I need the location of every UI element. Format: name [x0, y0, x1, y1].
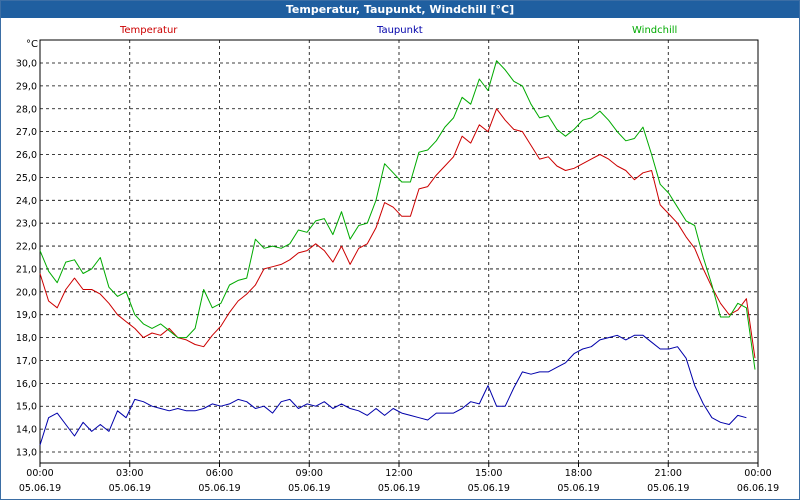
- x-tick-date: 05.06.19: [468, 483, 510, 494]
- y-tick-label: 29,0: [16, 81, 37, 92]
- y-tick-label: 26,0: [16, 150, 37, 161]
- y-tick-label: 16,0: [16, 379, 37, 390]
- y-tick-label: 22,0: [16, 242, 37, 253]
- y-tick-label: 13,0: [16, 448, 37, 459]
- y-tick-label: 15,0: [16, 402, 37, 413]
- x-tick-date: 05.06.19: [198, 483, 240, 494]
- x-tick-time: 00:00: [744, 468, 771, 479]
- legend-temperatur: Temperatur: [120, 25, 178, 36]
- legend-windchill: Windchill: [632, 25, 678, 36]
- legend-taupunkt: Taupunkt: [377, 25, 423, 36]
- window-title: Temperatur, Taupunkt, Windchill [°C]: [1, 1, 799, 18]
- y-tick-label: 24,0: [16, 196, 37, 207]
- x-tick-date: 05.06.19: [557, 483, 599, 494]
- y-tick-label: 20,0: [16, 287, 37, 298]
- y-tick-label: 28,0: [16, 104, 37, 115]
- x-tick-time: 00:00: [26, 468, 53, 479]
- x-tick-time: 06:00: [206, 468, 233, 479]
- y-tick-label: 19,0: [16, 310, 37, 321]
- y-tick-label: 23,0: [16, 219, 37, 230]
- y-tick-label: 25,0: [16, 173, 37, 184]
- x-tick-time: 21:00: [655, 468, 682, 479]
- x-tick-time: 12:00: [385, 468, 412, 479]
- x-tick-time: 15:00: [475, 468, 502, 479]
- series-line-temperatur: [39, 108, 756, 359]
- series-line-taupunkt: [39, 334, 747, 446]
- x-tick-time: 18:00: [565, 468, 592, 479]
- x-tick-time: 03:00: [116, 468, 143, 479]
- y-tick-label: 21,0: [16, 264, 37, 275]
- series-line-windchill: [39, 60, 756, 370]
- y-tick-label: 14,0: [16, 425, 37, 436]
- y-tick-label: 30,0: [16, 59, 37, 70]
- x-tick-date: 05.06.19: [647, 483, 689, 494]
- x-tick-date: 05.06.19: [109, 483, 151, 494]
- x-tick-date: 05.06.19: [19, 483, 61, 494]
- y-axis-unit-label: °C: [26, 39, 38, 50]
- y-tick-label: 18,0: [16, 333, 37, 344]
- x-tick-time: 09:00: [296, 468, 323, 479]
- x-tick-date: 05.06.19: [288, 483, 330, 494]
- y-tick-label: 27,0: [16, 127, 37, 138]
- y-tick-label: 17,0: [16, 356, 37, 367]
- x-tick-date: 06.06.19: [737, 483, 779, 494]
- x-tick-date: 05.06.19: [378, 483, 420, 494]
